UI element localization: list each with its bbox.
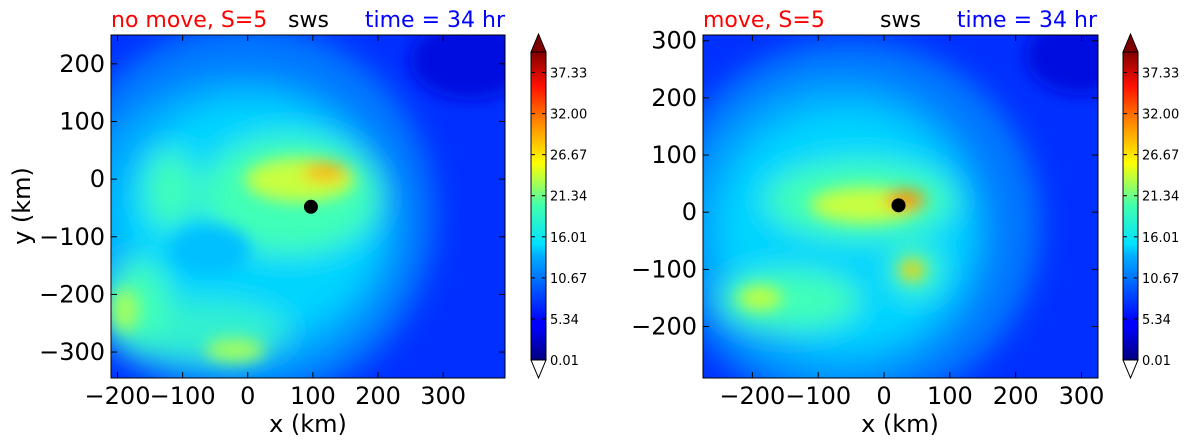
colorbar-tick-label: 21.34 — [1142, 190, 1179, 205]
colorbar-tick-label: 37.33 — [550, 67, 587, 82]
y-tick-label: −100 — [39, 223, 105, 251]
y-axis-label: y (km) — [8, 167, 36, 245]
colorbar-tick-label: 16.01 — [550, 231, 587, 246]
y-ticks: −300 −200 −100 0 100 200 — [39, 50, 505, 366]
colorbar-tick-label: 32.00 — [1142, 108, 1179, 123]
colorbar-tick-label: 0.01 — [550, 354, 579, 369]
title-center: sws — [288, 8, 329, 33]
storm-center-marker — [303, 199, 318, 214]
x-axis-label: x (km) — [269, 410, 347, 438]
x-tick-label: 300 — [420, 382, 466, 410]
x-tick-label: −200 — [719, 382, 785, 410]
colorbar-tick-label: 21.34 — [550, 190, 587, 205]
colorbar-tick-label: 16.01 — [1142, 231, 1179, 246]
y-tick-label: 200 — [59, 50, 105, 78]
colorbar-no-move: 0.01 5.34 10.67 16.01 21.34 26.67 32.00 37.33 — [530, 32, 587, 380]
colorbar-move: 0.01 5.34 10.67 16.01 21.34 26.67 32.00 37.33 — [1122, 32, 1179, 380]
x-tick-label: −200 — [85, 382, 151, 410]
x-ticks: −200 −100 0 100 200 300 — [85, 35, 466, 410]
plot-frame — [702, 34, 1099, 379]
storm-center-marker — [891, 198, 906, 213]
title-right: time = 34 hr — [365, 8, 506, 33]
x-tick-label: −100 — [150, 382, 216, 410]
x-axis-label: x (km) — [861, 410, 939, 438]
x-tick-label: 300 — [1059, 382, 1105, 410]
x-tick-label: 200 — [355, 382, 401, 410]
y-tick-label: −300 — [39, 338, 105, 366]
colorbar-tick-label: 0.01 — [1142, 354, 1171, 369]
x-tick-label: 0 — [876, 382, 891, 410]
title-left: no move, S=5 — [111, 8, 267, 33]
y-tick-label: 100 — [651, 141, 697, 169]
title-right: time = 34 hr — [957, 8, 1098, 33]
colorbar-tick-label: 26.67 — [550, 149, 587, 164]
colorbar-tick-label: 10.67 — [1142, 272, 1179, 287]
colorbar-tick-label: 32.00 — [550, 108, 587, 123]
colorbar-tick-label: 5.34 — [550, 313, 579, 328]
heatmap-field-move — [703, 35, 1098, 378]
x-tick-label: 100 — [927, 382, 973, 410]
x-tick-label: 0 — [240, 382, 255, 410]
y-tick-label: 300 — [651, 27, 697, 55]
y-tick-label: 0 — [682, 198, 697, 226]
colorbar-tick-label: 26.67 — [1142, 149, 1179, 164]
title-left: move, S=5 — [703, 8, 825, 33]
x-tick-label: 100 — [290, 382, 336, 410]
title-center: sws — [880, 8, 921, 33]
y-ticks: −200 −100 0 100 200 300 — [631, 27, 1098, 341]
y-tick-label: −100 — [631, 255, 697, 283]
x-ticks: −200 −100 0 100 200 300 — [719, 35, 1104, 410]
y-tick-label: 200 — [651, 84, 697, 112]
colorbar-tick-label: 10.67 — [550, 272, 587, 287]
x-tick-label: −100 — [785, 382, 851, 410]
plot-frame — [110, 34, 506, 379]
colorbar-tick-label: 5.34 — [1142, 313, 1171, 328]
y-tick-label: −200 — [39, 280, 105, 308]
x-tick-label: 200 — [993, 382, 1039, 410]
heatmap-field-no-move — [111, 35, 505, 378]
y-tick-label: 100 — [59, 107, 105, 135]
y-tick-label: −200 — [631, 313, 697, 341]
y-tick-label: 0 — [90, 165, 105, 193]
colorbar-tick-label: 37.33 — [1142, 67, 1179, 82]
